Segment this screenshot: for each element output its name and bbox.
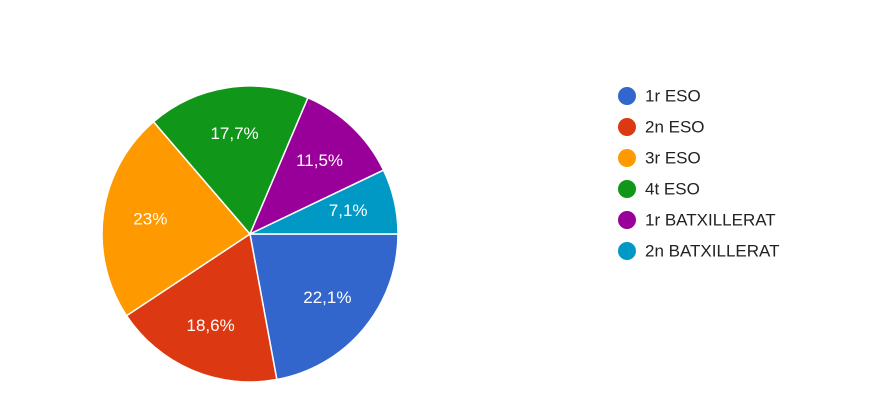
legend-marker [618, 180, 636, 198]
slice-label: 7,1% [329, 201, 368, 220]
pie-slice [248, 96, 385, 236]
slice-label: 11,5% [296, 151, 343, 170]
legend-marker [618, 149, 636, 167]
slice-label: 18,6% [187, 316, 235, 335]
pie-slice [249, 169, 399, 235]
slice-label: 17,7% [210, 124, 258, 143]
pie-slice [249, 233, 399, 381]
legend-label: 2n ESO [645, 117, 705, 136]
slice-label: 23% [133, 210, 167, 229]
slice-label: 22,1% [303, 288, 351, 307]
pie-slice [101, 120, 252, 317]
legend-label: 2n BATXILLERAT [645, 241, 779, 260]
legend-marker [618, 87, 636, 105]
legend-marker [618, 118, 636, 136]
pie-slice [125, 232, 278, 383]
legend-label: 1r BATXILLERAT [645, 210, 776, 229]
legend-marker [618, 242, 636, 260]
legend-label: 4t ESO [645, 179, 700, 198]
legend-marker [618, 211, 636, 229]
pie-slice [152, 85, 309, 236]
legend-label: 3r ESO [645, 148, 701, 167]
legend-label: 1r ESO [645, 86, 701, 105]
